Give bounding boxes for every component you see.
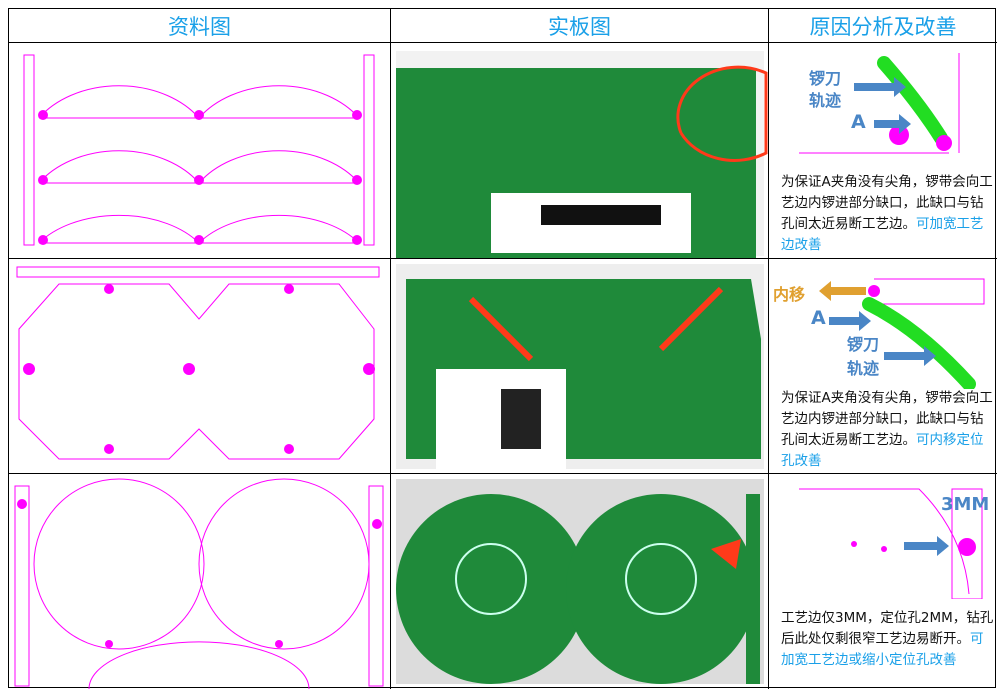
label-path: 轨迹 — [809, 91, 842, 110]
fix-text: 可内移定位孔改善 — [781, 432, 984, 469]
label-move-in: 内移 — [773, 285, 806, 304]
label-path: 轨迹 — [847, 359, 880, 378]
label-cutter: 锣刀 — [847, 335, 880, 354]
fix-text: 可加宽工艺边改善 — [781, 216, 984, 253]
fix-text: 可加宽工艺边或缩小定位孔改善 — [781, 631, 984, 668]
source-diagram-1 — [9, 43, 391, 259]
note-text: 工艺边仅3MM，定位孔2MM，钻孔后此处仅剩很窄工艺边易断开。 — [781, 610, 994, 647]
analysis-note: 工艺边仅3MM，定位孔2MM，钻孔后此处仅剩很窄工艺边易断开。可加宽工艺边或缩小… — [781, 608, 996, 671]
note-text: 为保证A夹角没有尖角，锣带会向工艺边内锣进部分缺口，此缺口与钻孔间太近易断工艺边… — [781, 174, 993, 232]
source-diagram-3 — [9, 474, 391, 689]
analysis-note: 为保证A夹角没有尖角，锣带会向工艺边内锣进部分缺口，此缺口与钻孔间太近易断工艺边… — [781, 388, 996, 472]
analysis-3: 3MM 工艺边仅3MM，定位孔2MM，钻孔后此处仅剩很窄工艺边易断开。可加宽工艺… — [769, 474, 997, 689]
analysis-2: 内移 A 锣刀 轨迹 为保证A夹角没有尖角，锣带会向工艺边内锣进部分缺口，此缺口… — [769, 259, 997, 474]
analysis-note: 为保证A夹角没有尖角，锣带会向工艺边内锣进部分缺口，此缺口与钻孔间太近易断工艺边… — [781, 172, 996, 256]
source-diagram-2 — [9, 259, 391, 474]
header-source: 资料图 — [9, 9, 391, 43]
board-photo-3 — [391, 474, 769, 689]
label-3mm: 3MM — [941, 494, 990, 515]
label-a: A — [811, 307, 826, 329]
header-analysis: 原因分析及改善 — [769, 9, 997, 43]
label-a: A — [851, 111, 866, 133]
board-photo-1 — [391, 43, 769, 259]
board-photo-2 — [391, 259, 769, 474]
analysis-table: 资料图 实板图 原因分析及改善 锣刀 轨迹 A 为保证A夹角没有尖角，锣带会向工… — [8, 8, 997, 689]
header-board: 实板图 — [391, 9, 769, 43]
analysis-1: 锣刀 轨迹 A 为保证A夹角没有尖角，锣带会向工艺边内锣进部分缺口，此缺口与钻孔… — [769, 43, 997, 259]
label-cutter: 锣刀 — [809, 69, 842, 88]
note-text: 为保证A夹角没有尖角，锣带会向工艺边内锣进部分缺口，此缺口与钻孔间太近易断工艺边… — [781, 390, 993, 448]
